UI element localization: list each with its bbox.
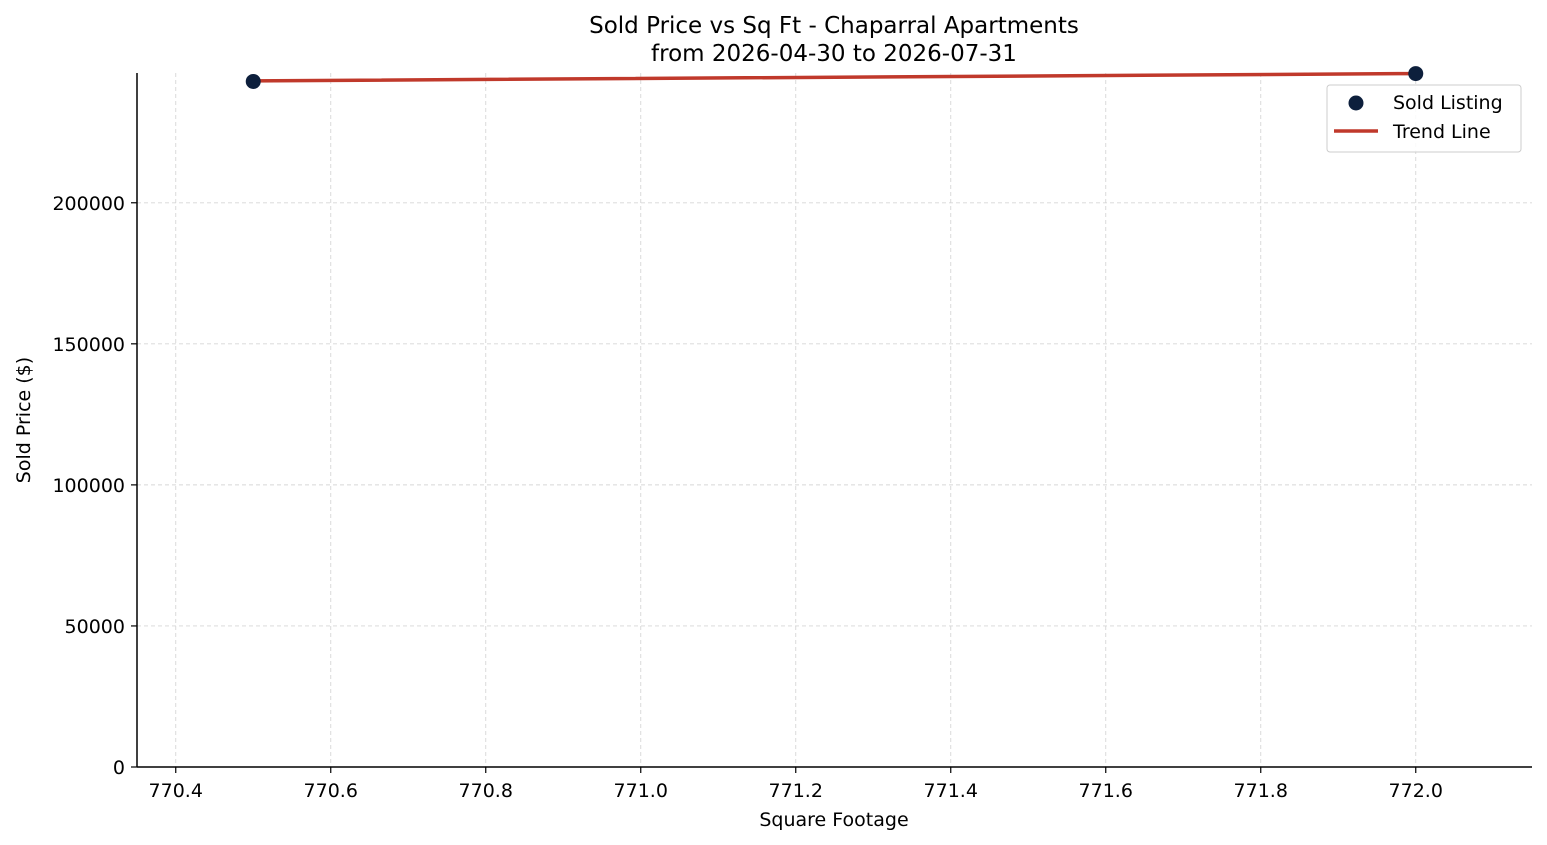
axes-layer xyxy=(136,73,1532,768)
y-tick-label: 100000 xyxy=(52,475,125,497)
legend-box xyxy=(1326,84,1522,153)
legend-label-sold-listing: Sold Listing xyxy=(1393,92,1503,114)
x-tick-label: 771.6 xyxy=(1079,780,1133,802)
legend-marker-sold-listing xyxy=(1348,95,1364,111)
grid-layer xyxy=(137,73,1532,768)
trend-line xyxy=(251,71,1418,83)
y-tick-label: 200000 xyxy=(52,193,125,215)
x-tick-label: 770.6 xyxy=(304,780,358,802)
x-tick-label: 770.4 xyxy=(149,780,203,802)
chart-subtitle: from 2026-04-30 to 2026-07-31 xyxy=(651,41,1017,67)
x-tick-label: 772.0 xyxy=(1389,780,1443,802)
x-ticks: 770.4 770.6 770.8 771.0 771.2 771.4 771.6 771.8… xyxy=(149,767,1443,802)
y-ticks: 0 50000 100000 150000 200000 xyxy=(52,193,137,779)
legend: Sold Listing Trend Line xyxy=(1326,84,1522,153)
sold-listing-point xyxy=(245,73,261,89)
y-tick-label: 50000 xyxy=(65,616,125,638)
y-axis-label: Sold Price ($) xyxy=(13,357,35,483)
x-tick-label: 771.2 xyxy=(769,780,823,802)
chart-title: Sold Price vs Sq Ft - Chaparral Apartmen… xyxy=(589,13,1079,39)
legend-label-trend-line: Trend Line xyxy=(1392,121,1491,143)
x-axis-label: Square Footage xyxy=(759,809,908,831)
y-tick-label: 0 xyxy=(113,757,125,779)
y-tick-label: 150000 xyxy=(52,334,125,356)
sold-listing-point xyxy=(1408,66,1424,82)
plot-layer xyxy=(245,66,1424,89)
x-tick-label: 771.4 xyxy=(924,780,978,802)
x-tick-label: 771.8 xyxy=(1234,780,1288,802)
x-tick-label: 771.0 xyxy=(614,780,668,802)
x-tick-label: 770.8 xyxy=(459,780,513,802)
